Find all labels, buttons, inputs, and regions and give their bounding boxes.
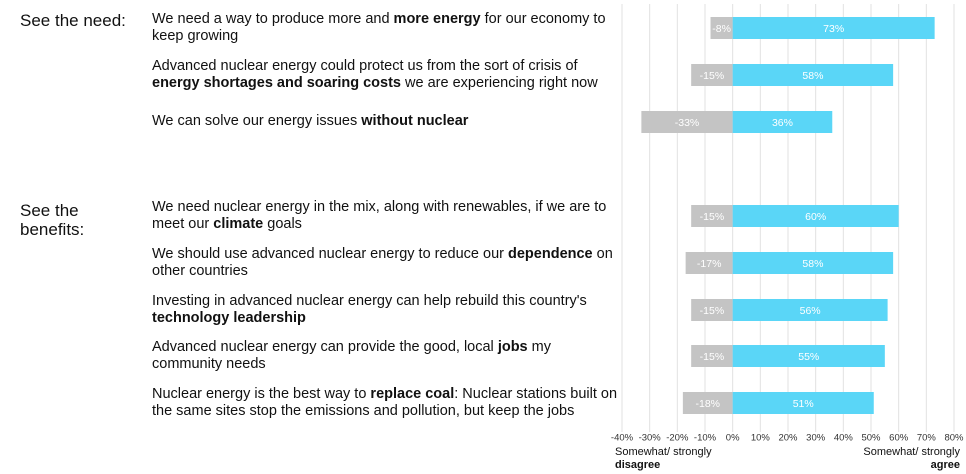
value-label: -18% bbox=[696, 398, 721, 410]
bar bbox=[685, 252, 733, 274]
statement-text: Advanced nuclear energy could protect us… bbox=[152, 58, 578, 74]
bar bbox=[691, 299, 733, 321]
legend-label: Somewhat/ strongly disagree bbox=[615, 446, 725, 472]
statement: Investing in advanced nuclear energy can… bbox=[152, 293, 622, 327]
value-label: -33% bbox=[675, 117, 700, 129]
statement-text: dependence bbox=[508, 246, 593, 262]
statement-text: more energy bbox=[393, 11, 481, 27]
statement-text: my community needs bbox=[152, 339, 551, 372]
legend-text: Somewhat/ strongly bbox=[615, 446, 712, 458]
legend-label: Somewhat/ strongly agree bbox=[850, 446, 960, 472]
statement: We should use advanced nuclear energy to… bbox=[152, 246, 622, 280]
statement-text: We need a way to produce more and bbox=[152, 11, 394, 27]
x-tick-label: 20% bbox=[778, 433, 798, 444]
x-tick-label: -10% bbox=[694, 433, 717, 444]
statement-text: We need nuclear energy in the mix, along… bbox=[152, 199, 607, 232]
statement-text: We can solve our energy issues bbox=[152, 113, 362, 129]
statement: Advanced nuclear energy could protect us… bbox=[152, 58, 622, 92]
statement: We need a way to produce more and more e… bbox=[152, 11, 622, 45]
statement-text: Advanced nuclear energy can provide the … bbox=[152, 339, 498, 355]
x-tick-label: -30% bbox=[639, 433, 662, 444]
legend-text: disagree bbox=[615, 459, 661, 471]
bar bbox=[732, 392, 874, 414]
statement: We can solve our energy issues without n… bbox=[152, 113, 622, 130]
value-label: 51% bbox=[793, 398, 814, 410]
statement-text: replace coal bbox=[370, 386, 455, 402]
x-tick-label: -20% bbox=[666, 433, 689, 444]
bar bbox=[691, 345, 733, 367]
statement-text: Investing in advanced nuclear energy can… bbox=[152, 293, 587, 309]
value-label: 56% bbox=[800, 305, 821, 317]
x-tick-label: 70% bbox=[917, 433, 937, 444]
statement-text: for our economy to keep growing bbox=[152, 11, 606, 44]
x-tick-label: -40% bbox=[611, 433, 634, 444]
bar bbox=[732, 345, 885, 367]
value-label: 36% bbox=[772, 117, 793, 129]
statement-text: Nuclear energy is the best way to bbox=[152, 386, 371, 402]
value-label: -15% bbox=[700, 211, 725, 223]
bar bbox=[732, 299, 888, 321]
bar bbox=[732, 64, 894, 86]
statement-text: We should use advanced nuclear energy to… bbox=[152, 246, 509, 262]
statement-text: climate bbox=[213, 216, 264, 232]
value-label: -15% bbox=[700, 70, 725, 82]
value-label: -15% bbox=[700, 305, 725, 317]
x-tick-label: 80% bbox=[944, 433, 964, 444]
statement: Nuclear energy is the best way to replac… bbox=[152, 386, 622, 420]
statement-text: jobs bbox=[497, 339, 528, 355]
bar bbox=[691, 64, 733, 86]
statement-text: we are experiencing right now bbox=[401, 75, 598, 91]
statement-text: energy shortages and soaring costs bbox=[152, 75, 401, 91]
value-label: 58% bbox=[802, 70, 823, 82]
legend-text: agree bbox=[930, 459, 960, 471]
statement-text: technology leadership bbox=[152, 310, 306, 326]
value-label: 58% bbox=[802, 258, 823, 270]
bar bbox=[641, 111, 733, 133]
value-label: -8% bbox=[712, 23, 731, 35]
bar bbox=[691, 205, 733, 227]
statement-text: goals bbox=[263, 216, 302, 232]
x-tick-label: 40% bbox=[834, 433, 854, 444]
value-label: 73% bbox=[823, 23, 844, 35]
group-label: See the benefits: bbox=[20, 201, 85, 239]
statement-text: : Nuclear stations built on the same sit… bbox=[152, 386, 618, 419]
value-label: -17% bbox=[697, 258, 722, 270]
bar bbox=[732, 252, 894, 274]
x-tick-label: 0% bbox=[726, 433, 740, 444]
bar bbox=[682, 392, 733, 414]
value-label: 55% bbox=[798, 351, 819, 363]
statement: We need nuclear energy in the mix, along… bbox=[152, 199, 622, 233]
x-tick-label: 50% bbox=[861, 433, 881, 444]
value-label: 60% bbox=[805, 211, 826, 223]
x-tick-label: 30% bbox=[806, 433, 826, 444]
statement-text: on other countries bbox=[152, 246, 613, 279]
statement: Advanced nuclear energy can provide the … bbox=[152, 339, 622, 373]
legend-text: Somewhat/ strongly bbox=[863, 446, 960, 458]
value-label: -15% bbox=[700, 351, 725, 363]
bar bbox=[732, 205, 899, 227]
statement-text: without nuclear bbox=[361, 113, 469, 129]
group-label: See the need: bbox=[20, 11, 126, 30]
x-tick-label: 10% bbox=[751, 433, 771, 444]
bar bbox=[710, 17, 733, 39]
x-tick-label: 60% bbox=[889, 433, 909, 444]
bar bbox=[732, 111, 833, 133]
bar bbox=[732, 17, 935, 39]
